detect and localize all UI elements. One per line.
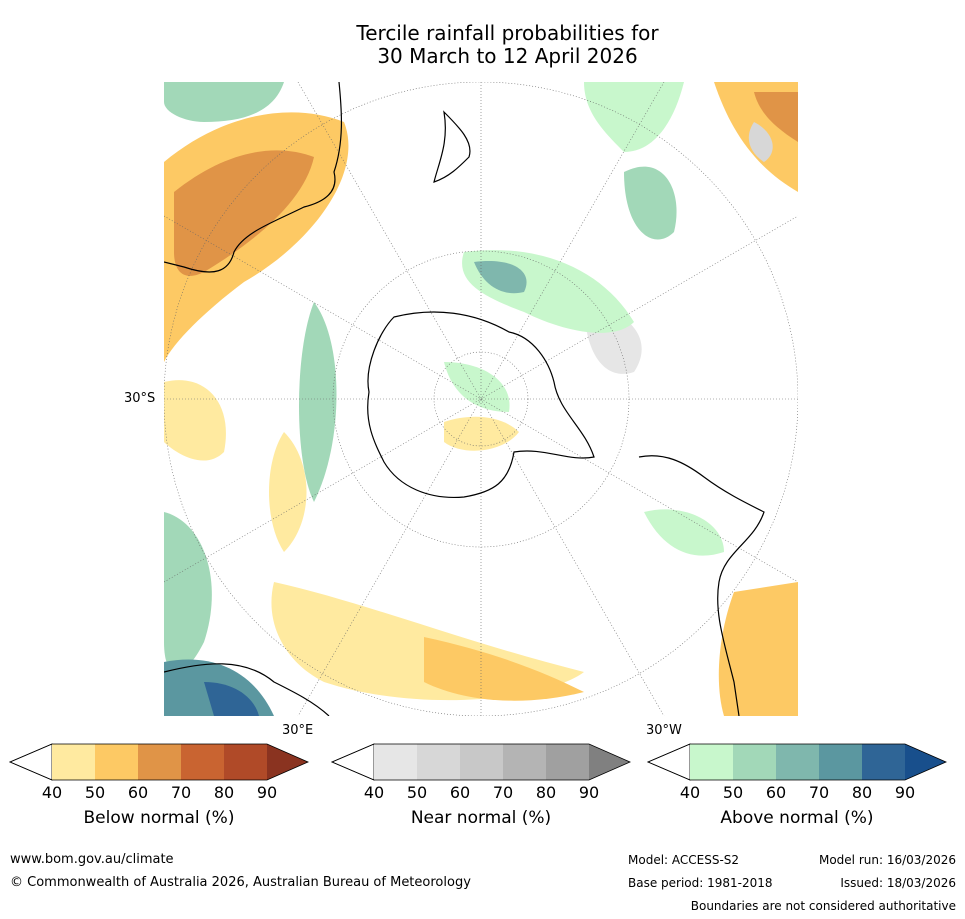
colorbar-swatch-60	[460, 744, 503, 780]
longitude-label-30w: 30°W	[646, 723, 682, 738]
tick-90: 90	[894, 783, 916, 802]
colorbar-swatch-70	[819, 744, 862, 780]
tick-90: 90	[578, 783, 600, 802]
colorbar-swatch-70	[181, 744, 224, 780]
south-america-coastline	[638, 455, 765, 716]
colorbar-extend-high	[267, 744, 308, 780]
title-line-2: 30 March to 12 April 2026	[377, 44, 638, 68]
tick-40: 40	[679, 783, 701, 802]
tick-50: 50	[722, 783, 744, 802]
near-normal-label: Near normal (%)	[410, 808, 552, 828]
tick-60: 60	[765, 783, 787, 802]
tick-90: 90	[256, 783, 278, 802]
tick-70: 70	[808, 783, 830, 802]
tick-60: 60	[127, 783, 149, 802]
latitude-label-30s: 30°S	[124, 391, 156, 406]
colorbar-swatch-40	[374, 744, 417, 780]
colorbar-swatch-60	[776, 744, 819, 780]
colorbar-outline	[331, 743, 631, 781]
near-normal-ticks: 40 50 60 70 80 90	[331, 783, 651, 803]
colorbar-swatch-50	[95, 744, 138, 780]
new-zealand-coastline	[433, 110, 471, 183]
colorbar-swatch-50	[733, 744, 776, 780]
colorbar-extend-low	[647, 743, 691, 781]
colorbar-swatch-60	[138, 744, 181, 780]
longitude-label-30e: 30°E	[282, 723, 314, 738]
above-normal-label: Above normal (%)	[720, 808, 874, 828]
map-canvas	[164, 82, 798, 716]
tick-50: 50	[84, 783, 106, 802]
africa-coastline	[164, 663, 330, 716]
tick-70: 70	[170, 783, 192, 802]
tick-80: 80	[535, 783, 557, 802]
tick-40: 40	[41, 783, 63, 802]
issued-text: Issued: 18/03/2026	[840, 876, 956, 890]
below-normal-label: Below normal (%)	[83, 808, 235, 828]
tick-40: 40	[363, 783, 385, 802]
map-title: Tercile rainfall probabilities for 30 Ma…	[0, 22, 965, 68]
colorbar-swatch-70	[503, 744, 546, 780]
tick-50: 50	[406, 783, 428, 802]
copyright-text: © Commonwealth of Australia 2026, Austra…	[10, 875, 471, 890]
colorbar-extend-low	[331, 743, 375, 781]
title-line-1: Tercile rainfall probabilities for	[356, 21, 659, 45]
colorbar-swatch-40	[52, 744, 95, 780]
antarctica-coastline	[367, 311, 595, 499]
colorbar-swatch-80	[862, 744, 905, 780]
tick-60: 60	[449, 783, 471, 802]
tick-70: 70	[492, 783, 514, 802]
model-text: Model: ACCESS-S2	[628, 853, 740, 867]
colorbar-swatch-40	[690, 744, 733, 780]
below-normal-colorbar: 40 50 60 70 80 90 Below normal (%)	[9, 742, 309, 828]
below-normal-colorbar-swatches	[9, 743, 309, 781]
australia-coastline	[164, 82, 343, 273]
colorbar-outline	[9, 743, 309, 781]
colorbar-extend-high	[589, 744, 630, 780]
colorbar-outline	[647, 743, 947, 781]
colorbar-extend-high	[905, 744, 946, 780]
disclaimer-text: Boundaries are not considered authoritat…	[690, 899, 956, 913]
tick-80: 80	[213, 783, 235, 802]
base-period-text: Base period: 1981-2018	[628, 876, 773, 890]
above-normal-colorbar: 40 50 60 70 80 90 Above normal (%)	[647, 742, 947, 828]
coastlines	[164, 82, 765, 716]
colorbar-extend-low	[9, 743, 53, 781]
tick-80: 80	[851, 783, 873, 802]
model-run-text: Model run: 16/03/2026	[818, 853, 956, 867]
above-normal-areas	[164, 82, 724, 716]
near-normal-colorbar-swatches	[331, 743, 631, 781]
above-normal-colorbar-swatches	[647, 743, 947, 781]
below-normal-areas	[164, 82, 798, 716]
above-normal-ticks: 40 50 60 70 80 90	[647, 783, 965, 803]
website-link[interactable]: www.bom.gov.au/climate	[10, 852, 174, 867]
below-normal-ticks: 40 50 60 70 80 90	[9, 783, 329, 803]
colorbar-swatch-80	[546, 744, 589, 780]
colorbar-swatch-50	[417, 744, 460, 780]
near-normal-colorbar: 40 50 60 70 80 90 Near normal (%)	[331, 742, 631, 828]
colorbar-swatch-80	[224, 744, 267, 780]
graticule	[164, 82, 798, 716]
polar-rainfall-map	[164, 82, 798, 716]
